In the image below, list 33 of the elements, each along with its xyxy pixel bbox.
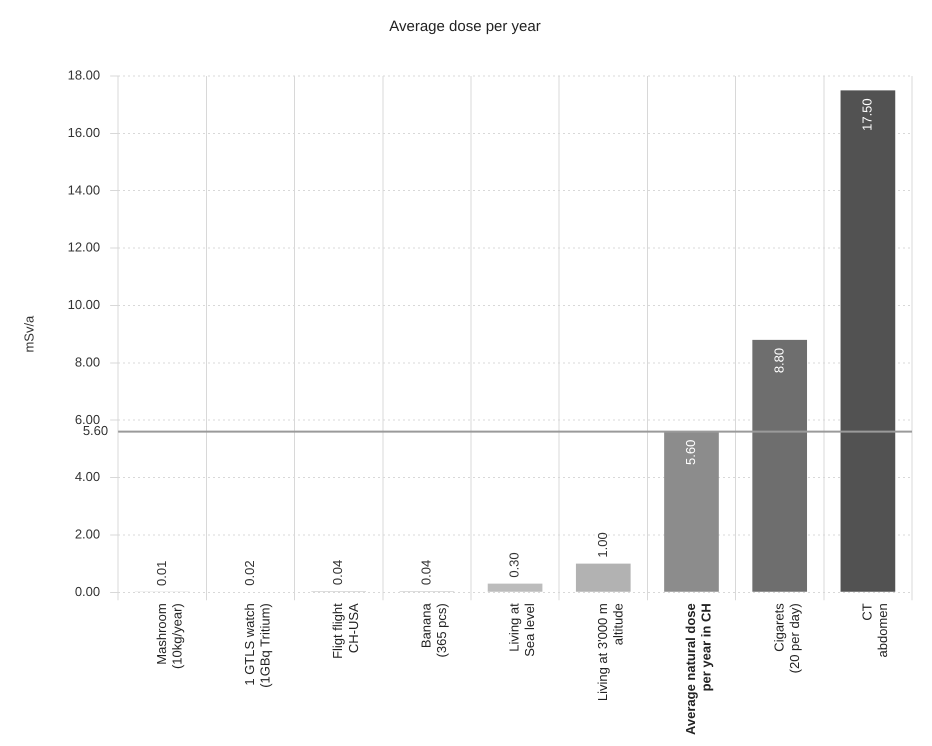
bar bbox=[752, 340, 808, 592]
data-label: 0.30 bbox=[506, 552, 522, 578]
x-tick-label: Banana (365 pcs) bbox=[418, 602, 450, 658]
data-label: 0.04 bbox=[330, 560, 346, 586]
y-axis-title: mSv/a bbox=[21, 314, 36, 353]
data-label: 0.02 bbox=[242, 560, 258, 586]
y-tick-label: 12.00 bbox=[68, 240, 100, 255]
x-tick-label: Living at Sea level bbox=[506, 602, 538, 657]
data-label: 0.04 bbox=[418, 560, 434, 586]
y-tick-label: 10.00 bbox=[68, 297, 100, 312]
data-label: 0.01 bbox=[154, 560, 169, 586]
data-label: 5.60 bbox=[683, 440, 698, 465]
bar bbox=[576, 564, 631, 592]
y-tick-label: 14.00 bbox=[68, 182, 100, 198]
y-tick-label: 8.00 bbox=[74, 354, 100, 370]
bar bbox=[488, 584, 542, 592]
x-tick-label: Mashroom (10kg/year) bbox=[154, 603, 184, 670]
y-tick-label: 18.00 bbox=[68, 68, 100, 83]
y-tick-label: 2.00 bbox=[74, 526, 100, 542]
data-label: 17.50 bbox=[859, 98, 874, 131]
x-tick-label: CT abdomen bbox=[859, 603, 890, 658]
y-tick-label: 4.00 bbox=[74, 469, 100, 484]
chart-title: Average dose per year bbox=[389, 18, 541, 36]
x-tick-label: Cigarets (20 per day) bbox=[771, 602, 802, 674]
bar bbox=[840, 90, 896, 592]
data-label: 1.00 bbox=[594, 532, 610, 558]
bar bbox=[664, 432, 719, 592]
data-label: 8.80 bbox=[771, 348, 786, 374]
x-tick-label: Living at 3'000 m altitude bbox=[594, 603, 626, 702]
x-tick-label: 1 GTLS watch (1GBq Tritium) bbox=[242, 603, 273, 688]
y-tick-label: 0.00 bbox=[74, 584, 100, 599]
y-tick-label: 16.00 bbox=[68, 124, 100, 140]
x-tick-label: Fligt flight CH-USA bbox=[330, 602, 361, 659]
